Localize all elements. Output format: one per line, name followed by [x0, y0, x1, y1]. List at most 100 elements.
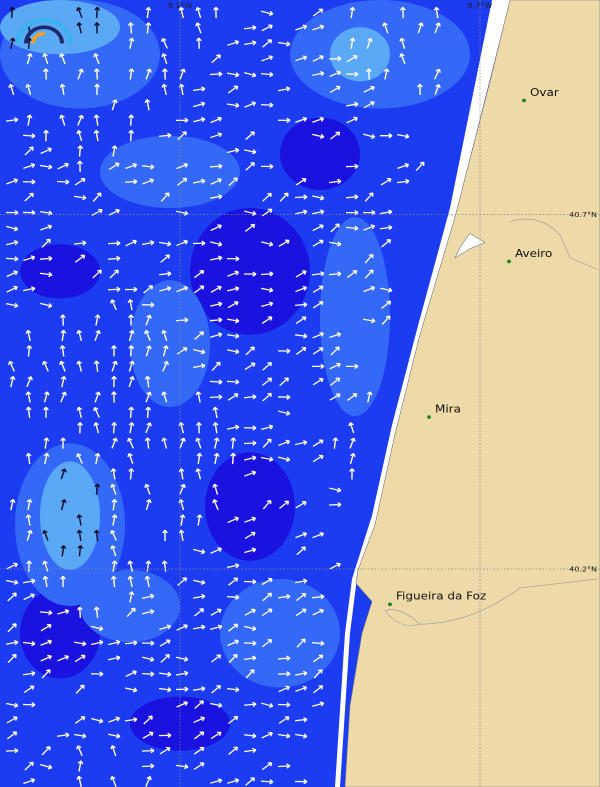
wind-arrow: [212, 422, 219, 434]
wind-arrow: [5, 639, 19, 646]
river: [509, 218, 599, 270]
wind-arrow: [25, 329, 32, 342]
wind-arrow: [94, 452, 101, 465]
wind-arrow: [22, 179, 36, 185]
wind-arrow: [211, 54, 221, 64]
wind-arrow: [227, 147, 240, 154]
wind-arrow: [213, 6, 219, 19]
wind-arrow: [192, 178, 206, 184]
wind-arrow: [312, 608, 324, 616]
wind-arrow: [329, 70, 342, 78]
wind-arrow: [145, 314, 152, 326]
wind-arrow: [111, 498, 118, 511]
wind-arrow: [110, 575, 117, 588]
wind-arrow: [312, 301, 324, 309]
wind-arrow: [6, 731, 18, 740]
wind-arrow: [159, 624, 172, 631]
wind-arrow: [312, 347, 324, 355]
wind-arrow: [210, 178, 222, 185]
wind-arrow: [311, 209, 325, 215]
wind-arrow: [244, 101, 257, 108]
wind-arrow: [110, 391, 117, 403]
wind-arrow: [312, 224, 324, 232]
wind-arrow: [128, 345, 135, 357]
wind-arrow: [94, 329, 101, 341]
wind-arrow: [161, 329, 168, 341]
wind-arrow: [260, 71, 274, 78]
wind-arrow: [226, 687, 240, 693]
wind-arrow: [346, 270, 358, 278]
place-dot: [388, 602, 392, 607]
wind-arrow: [107, 255, 121, 262]
wind-arrow: [227, 715, 239, 725]
place-label: Mira: [435, 402, 461, 415]
wind-arrow: [277, 593, 291, 600]
wind-arrow: [226, 594, 240, 600]
wind-arrow: [175, 317, 189, 323]
wind-arrow: [5, 748, 19, 754]
wind-arrow: [177, 577, 188, 586]
wind-arrow: [5, 117, 19, 123]
wind-arrow: [94, 314, 101, 326]
wind-arrow: [77, 145, 84, 157]
wind-arrow: [41, 669, 51, 679]
wind-arrow: [210, 285, 222, 293]
wind-arrow: [41, 746, 51, 756]
wind-arrow: [311, 594, 325, 600]
wind-arrow: [175, 763, 189, 770]
wind-arrow: [294, 670, 308, 676]
wind-arrow: [176, 177, 188, 186]
wind-arrow: [91, 717, 104, 724]
wind-arrow: [261, 702, 274, 709]
wind-arrow: [366, 391, 373, 403]
wind-arrow: [39, 610, 53, 616]
wind-arrow: [210, 116, 223, 124]
wind-arrow: [125, 670, 137, 677]
wind-arrow: [110, 529, 117, 541]
wind-arrow: [210, 608, 222, 616]
wind-arrow: [57, 609, 70, 615]
wind-arrow: [312, 195, 325, 201]
wind-arrow: [177, 131, 187, 140]
wind-arrow: [346, 393, 358, 401]
wind-arrow: [226, 563, 240, 569]
wind-arrow: [143, 285, 154, 294]
wind-arrow: [161, 68, 168, 80]
wind-arrow: [128, 376, 135, 388]
wind-arrow: [379, 209, 393, 215]
wind-arrow: [107, 240, 121, 246]
wind-arrow: [108, 716, 121, 723]
wind-arrow: [24, 761, 34, 771]
wind-arrow: [192, 686, 206, 692]
wind-arrow: [227, 39, 240, 46]
wind-arrow: [210, 132, 223, 139]
wind-arrow: [226, 349, 240, 355]
wind-arrow: [125, 687, 138, 693]
wind-arrow: [161, 560, 168, 572]
wind-arrow: [26, 53, 33, 65]
wind-arrow: [312, 531, 325, 539]
wind-arrow: [22, 702, 36, 708]
wind-arrow: [59, 360, 66, 372]
wind-arrow: [41, 238, 51, 248]
wind-arrow: [43, 391, 50, 403]
wind-arrow: [279, 192, 289, 202]
wind-arrow: [93, 422, 100, 434]
wind-arrow: [75, 684, 85, 694]
wind-arrow: [193, 117, 206, 123]
wind-arrow: [381, 315, 391, 325]
wind-arrow: [76, 514, 83, 526]
wind-arrow: [111, 437, 118, 449]
wind-arrow: [60, 437, 66, 449]
wind-arrow: [128, 360, 135, 372]
wind-arrow: [278, 685, 291, 693]
wind-arrow: [260, 456, 274, 462]
wind-arrow: [211, 684, 222, 694]
wind-arrow: [42, 575, 49, 588]
wind-arrow: [243, 733, 257, 739]
wind-arrow: [93, 406, 100, 418]
wind-arrow: [111, 514, 118, 526]
wind-arrow: [145, 391, 152, 403]
wind-arrow: [192, 240, 206, 246]
